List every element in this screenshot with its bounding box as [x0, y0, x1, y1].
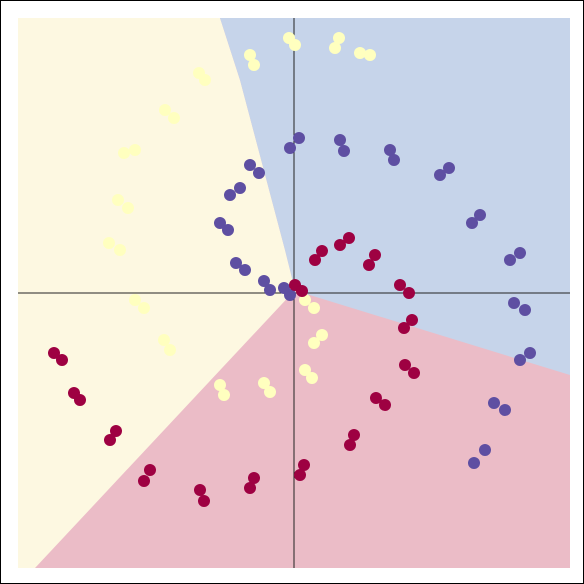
point	[379, 399, 391, 411]
point	[194, 484, 206, 496]
point	[103, 237, 115, 249]
point	[468, 457, 480, 469]
point	[384, 144, 396, 156]
point	[316, 245, 328, 257]
region-blue	[220, 18, 570, 375]
point	[408, 367, 420, 379]
point	[48, 347, 60, 359]
point	[299, 364, 311, 376]
point	[369, 249, 381, 261]
point	[264, 386, 276, 398]
point	[329, 42, 341, 54]
point	[343, 232, 355, 244]
point	[214, 379, 226, 391]
point	[443, 162, 455, 174]
point	[519, 304, 531, 316]
point	[198, 495, 210, 507]
point	[129, 144, 141, 156]
point	[499, 404, 511, 416]
point	[244, 159, 256, 171]
point	[514, 354, 526, 366]
point	[370, 392, 382, 404]
point	[122, 202, 134, 214]
point	[309, 254, 321, 266]
point	[283, 32, 295, 44]
point	[118, 147, 130, 159]
point	[434, 169, 446, 181]
point	[388, 154, 400, 166]
point	[248, 59, 260, 71]
point	[399, 359, 411, 371]
point	[334, 239, 346, 251]
point	[244, 482, 256, 494]
point	[308, 337, 320, 349]
point	[306, 372, 318, 384]
point	[394, 279, 406, 291]
point	[104, 434, 116, 446]
point	[138, 475, 150, 487]
point	[466, 217, 478, 229]
point	[363, 259, 375, 271]
point	[354, 47, 366, 59]
point	[514, 247, 526, 259]
point	[138, 302, 150, 314]
point	[298, 459, 310, 471]
point	[333, 32, 345, 44]
point	[479, 444, 491, 456]
point	[253, 167, 265, 179]
point	[164, 344, 176, 356]
point	[524, 347, 536, 359]
point	[159, 104, 171, 116]
point	[114, 244, 126, 256]
point	[364, 49, 376, 61]
point	[264, 284, 276, 296]
point	[222, 224, 234, 236]
point	[230, 257, 242, 269]
point	[68, 387, 80, 399]
point	[296, 285, 308, 297]
point	[316, 329, 328, 341]
point	[239, 264, 251, 276]
point	[224, 189, 236, 201]
point	[406, 314, 418, 326]
point	[248, 472, 260, 484]
point	[403, 287, 415, 299]
point	[294, 469, 306, 481]
point	[348, 429, 360, 441]
point	[158, 334, 170, 346]
point	[218, 389, 230, 401]
point	[284, 142, 296, 154]
points	[48, 32, 536, 507]
point	[338, 145, 350, 157]
point	[278, 282, 290, 294]
point	[398, 322, 410, 334]
point	[234, 182, 246, 194]
point	[129, 294, 141, 306]
point	[244, 49, 256, 61]
point	[474, 209, 486, 221]
point	[344, 439, 356, 451]
point	[334, 134, 346, 146]
point	[112, 194, 124, 206]
point	[508, 297, 520, 309]
point	[293, 132, 305, 144]
point	[110, 425, 122, 437]
point	[258, 377, 270, 389]
point	[144, 464, 156, 476]
point	[308, 302, 320, 314]
point	[504, 254, 516, 266]
point	[214, 217, 226, 229]
point	[488, 397, 500, 409]
point	[193, 67, 205, 79]
point	[168, 112, 180, 124]
point	[258, 275, 270, 287]
point	[56, 354, 68, 366]
